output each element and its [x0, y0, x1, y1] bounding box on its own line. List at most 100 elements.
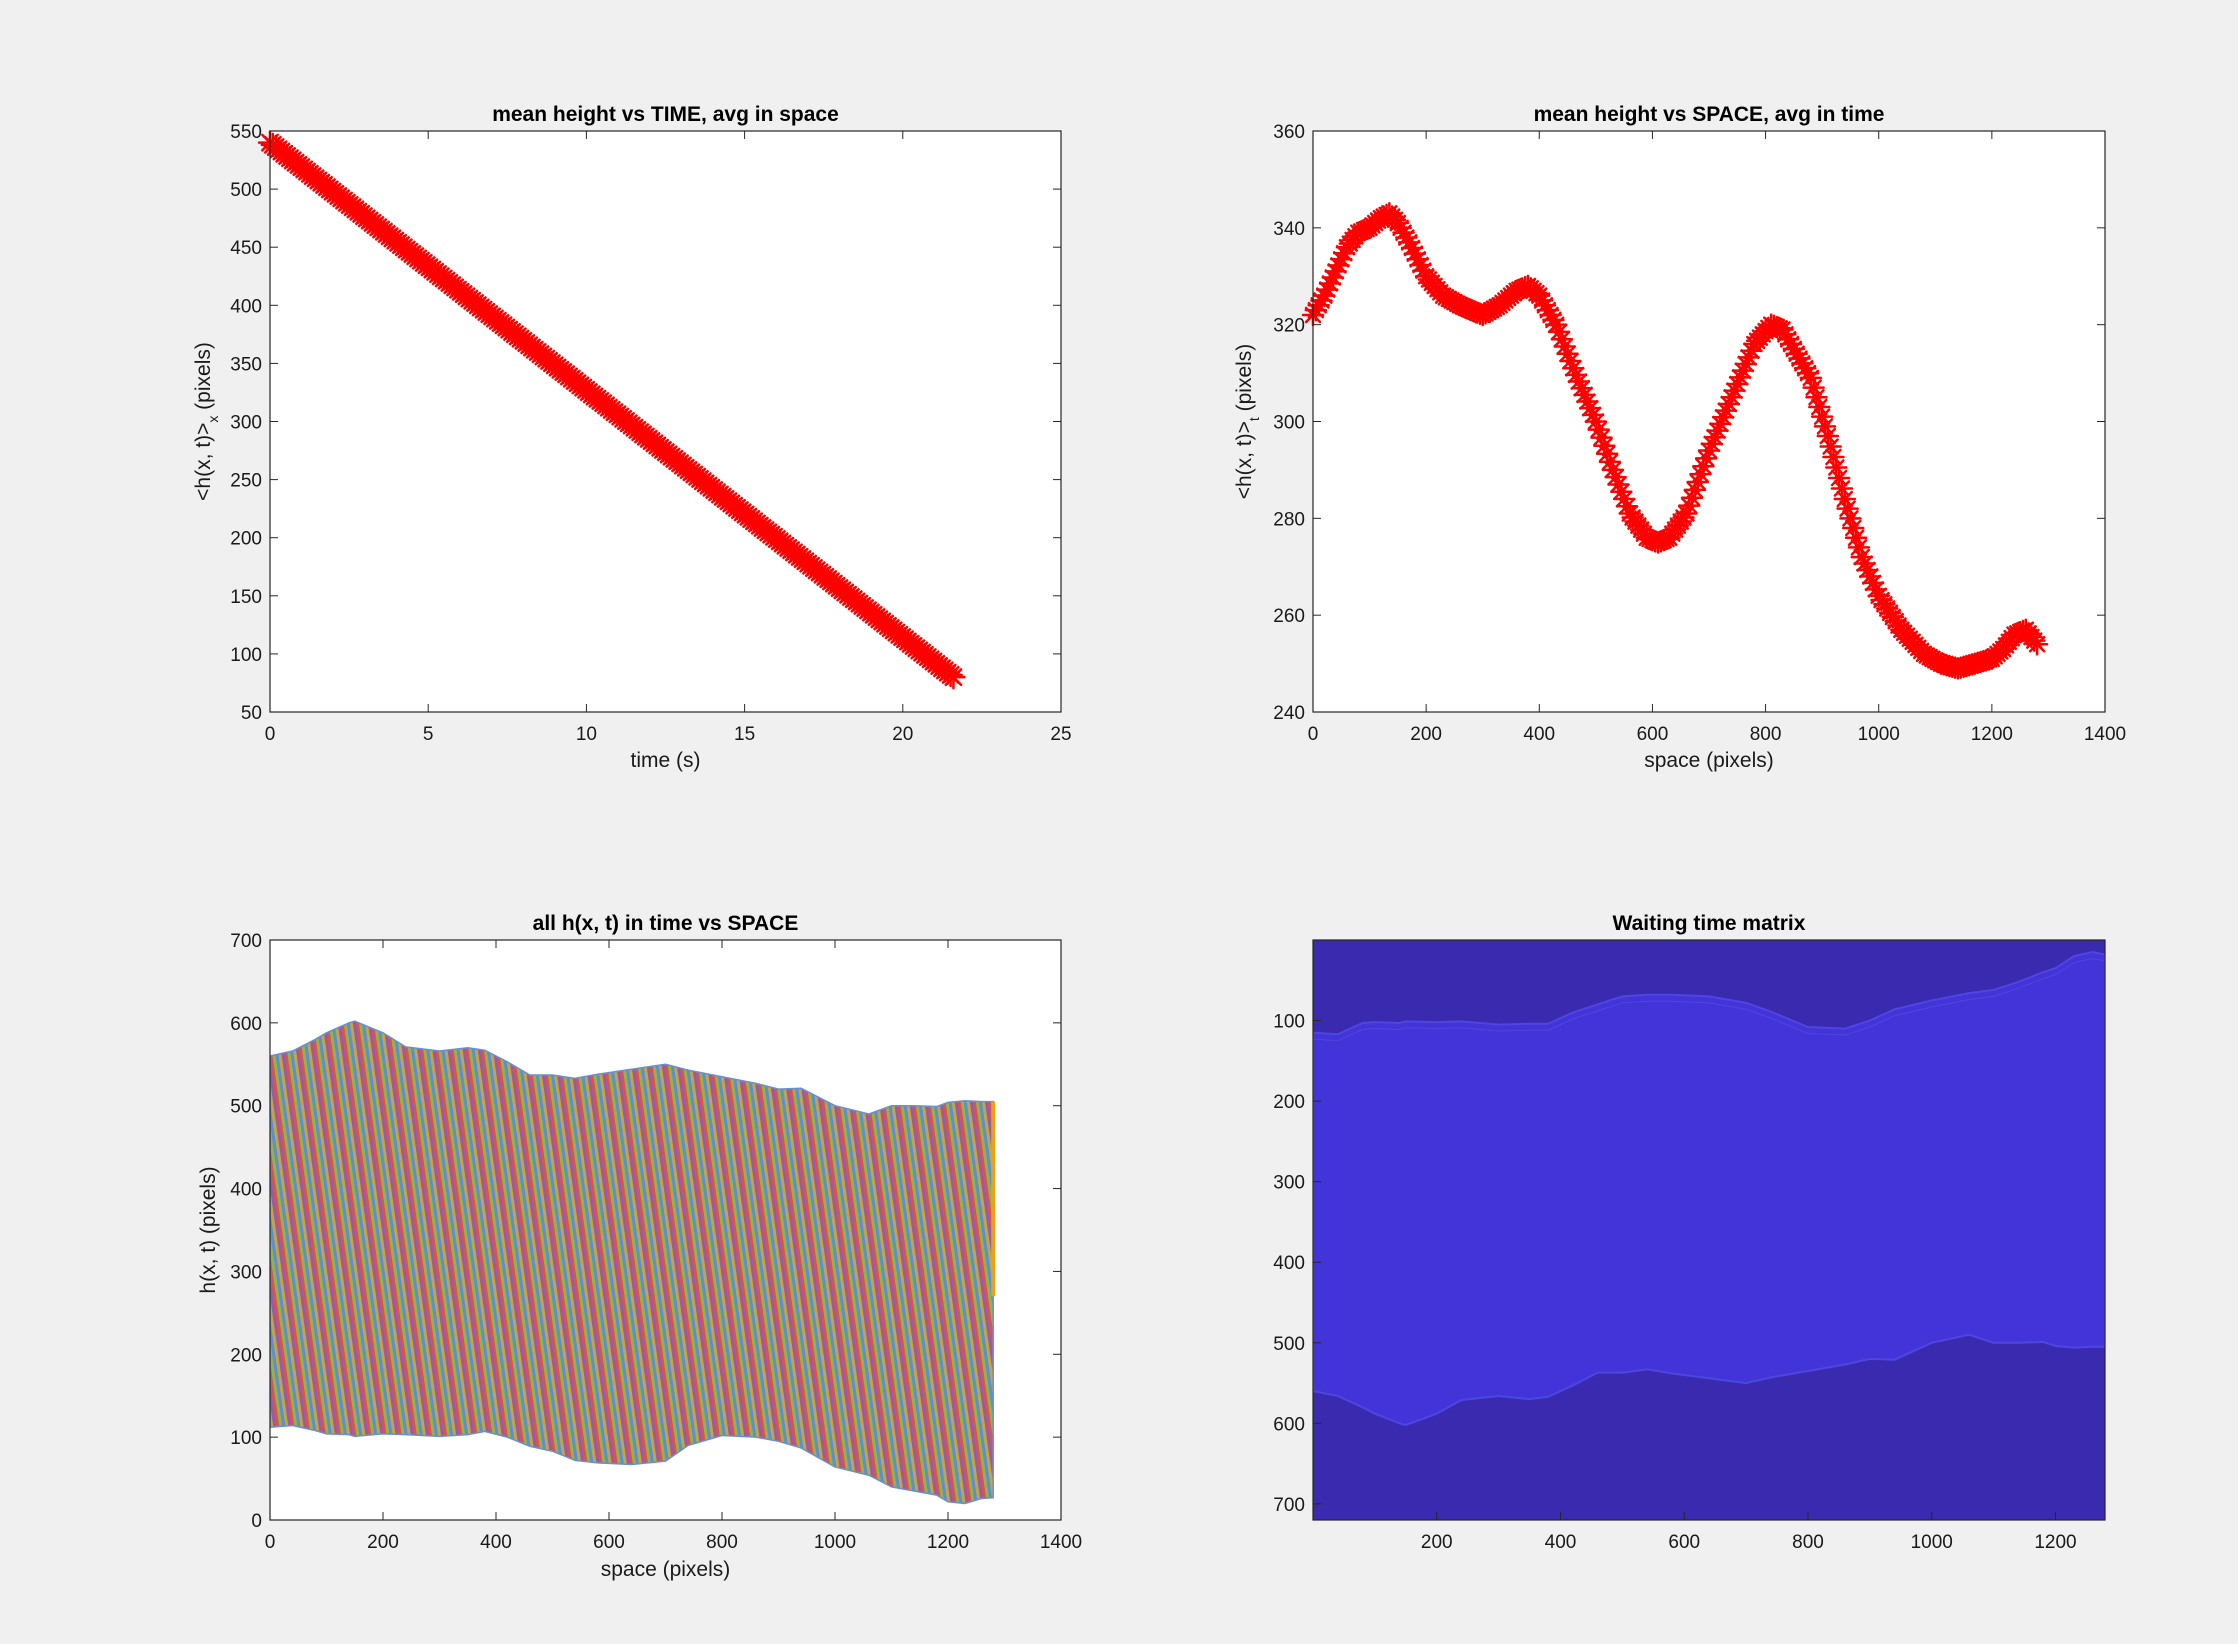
- data-point-marker: [1697, 439, 1721, 462]
- x-tick-label: 15: [734, 724, 755, 745]
- y-label-main: <h(x, t)>: [192, 423, 215, 501]
- data-point-marker: [1734, 352, 1758, 376]
- data-point-marker: [1856, 558, 1879, 582]
- x-tick-label: 600: [593, 1532, 625, 1553]
- data-point-marker: [1578, 396, 1602, 420]
- data-point-marker: [1683, 478, 1707, 502]
- data-point-marker: [1553, 335, 1576, 358]
- x-tick-label: 0: [1308, 724, 1319, 745]
- data-point-marker: [1604, 465, 1627, 489]
- y-tick-label: 550: [230, 122, 262, 143]
- data-point-marker: [1528, 284, 1551, 307]
- y-tick-label: 600: [230, 1014, 262, 1035]
- data-point-marker: [1816, 424, 1840, 448]
- data-point-marker: [1400, 236, 1424, 260]
- data-point-marker: [1726, 372, 1749, 396]
- data-point-marker: [1584, 410, 1608, 433]
- data-point-marker: [1304, 298, 1328, 322]
- height-profiles-band: [270, 1020, 994, 1505]
- y-tick-label: 0: [251, 1511, 262, 1532]
- y-tick-label: 50: [241, 703, 262, 724]
- axes-frame: [269, 939, 1062, 1521]
- data-point-marker: [1573, 383, 1596, 407]
- x-tick-label: 0: [265, 724, 276, 745]
- data-point-marker: [1776, 327, 1800, 351]
- data-point-marker: [1830, 477, 1854, 500]
- data-point-marker: [1717, 392, 1741, 416]
- data-point-marker: [1827, 466, 1851, 490]
- front-contour: [1313, 958, 2105, 1042]
- panel-mean-height-vs-space: mean height vs SPACE, avg in time 0 200 40…: [1233, 103, 2126, 772]
- y-tick-label: 500: [230, 1097, 262, 1118]
- data-point-marker: [1850, 545, 1873, 569]
- data-point-marker: [1530, 289, 1554, 312]
- tick-group: 0 200 400 600 800 1000 1200 1400 0 100 200 300 400 50…: [230, 931, 1082, 1553]
- data-point-marker: [1550, 327, 1574, 351]
- x-tick-label: 1000: [1858, 724, 1900, 745]
- y-tick-label: 360: [1273, 122, 1305, 143]
- x-tick-label: 1400: [2084, 724, 2126, 745]
- tick-group: 0 200 400 600 800 1000 1200 1400 240 260 280 300 320…: [1273, 122, 2126, 745]
- x-tick-label: 400: [1523, 724, 1555, 745]
- data-point-marker: [1791, 352, 1814, 375]
- data-point-marker: [1677, 494, 1701, 517]
- data-point-marker: [1315, 278, 1339, 301]
- data-point-marker: [1318, 272, 1342, 295]
- data-point-marker: [1740, 339, 1763, 362]
- y-label-tail: (pixels): [1233, 344, 1256, 418]
- y-tick-label: 700: [1273, 1495, 1305, 1516]
- data-point-marker: [1864, 578, 1888, 601]
- data-point-marker: [1689, 462, 1712, 486]
- data-point-marker: [1587, 418, 1610, 441]
- y-tick-label: 500: [230, 180, 262, 201]
- y-label-tail: (pixels): [192, 342, 215, 416]
- data-point-marker: [1539, 303, 1562, 327]
- x-tick-label: 1400: [1040, 1532, 1082, 1553]
- data-point-marker: [1686, 470, 1709, 494]
- data-point-marker: [1397, 231, 1421, 254]
- data-point-marker: [1737, 346, 1760, 369]
- data-point-marker: [1805, 386, 1828, 409]
- data-point-marker: [1412, 259, 1435, 282]
- data-point-marker: [1601, 458, 1625, 482]
- chart-title: mean height vs TIME, avg in space: [492, 103, 839, 126]
- axes-background: [1313, 131, 2105, 712]
- x-tick-label: 200: [367, 1532, 399, 1553]
- data-point-marker: [1709, 412, 1732, 436]
- data-point-marker: [1802, 376, 1825, 399]
- y-tick-label: 340: [1273, 219, 1305, 240]
- x-tick-label: 400: [480, 1532, 512, 1553]
- data-point-marker: [1858, 565, 1882, 588]
- data-point-marker: [1590, 426, 1613, 449]
- data-point-marker: [1782, 337, 1806, 361]
- marks-group: [1301, 202, 2049, 680]
- data-point-marker: [1564, 363, 1588, 387]
- data-point-marker: [1825, 456, 1848, 479]
- data-point-marker: [1774, 323, 1797, 346]
- y-axis-label: <h(x, t)>t (pixels): [1233, 344, 1262, 500]
- data-point-marker: [1593, 434, 1616, 457]
- panel-mean-height-vs-time: mean height vs TIME, avg in space 0 5 10 15…: [192, 103, 1072, 772]
- waiting-time-region: [1313, 951, 2105, 1426]
- y-tick-label: 260: [1273, 606, 1305, 627]
- y-tick-label: 400: [230, 296, 262, 317]
- x-tick-label: 800: [1792, 1532, 1824, 1553]
- x-tick-label: 1000: [814, 1532, 856, 1553]
- data-point-marker: [1581, 403, 1605, 427]
- data-point-marker: [1615, 494, 1639, 518]
- x-tick-label: 5: [423, 724, 434, 745]
- data-point-marker: [1313, 284, 1336, 307]
- x-tick-label: 1200: [1971, 724, 2013, 745]
- data-point-marker: [1409, 253, 1432, 277]
- x-tick-label: 200: [1421, 1532, 1453, 1553]
- axes-background: [270, 131, 1061, 712]
- y-tick-label: 200: [230, 1345, 262, 1366]
- y-tick-label: 450: [230, 238, 262, 259]
- x-axis-label: time (s): [631, 749, 701, 772]
- y-tick-label: 250: [230, 471, 262, 492]
- data-point-marker: [1680, 486, 1704, 510]
- data-point-marker: [1810, 405, 1834, 428]
- data-point-marker: [1799, 366, 1823, 390]
- y-tick-label: 100: [1273, 1012, 1305, 1033]
- data-point-marker: [941, 664, 966, 690]
